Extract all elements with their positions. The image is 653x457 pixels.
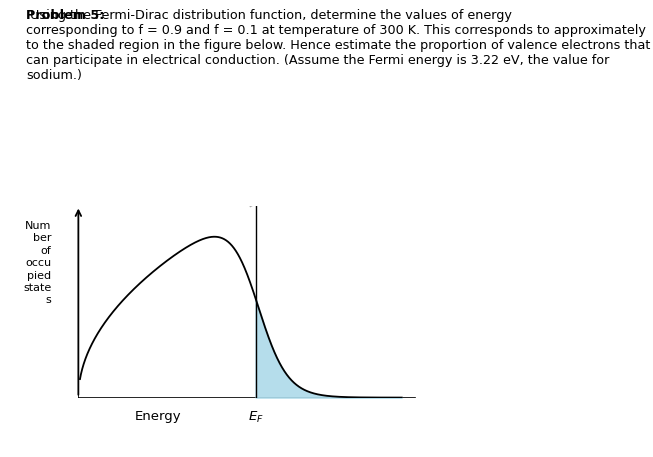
Text: Using the Fermi-Dirac distribution function, determine the values of energy
corr: Using the Fermi-Dirac distribution funct… (26, 9, 650, 82)
Text: Num
ber
of
occu
pied
state
s: Num ber of occu pied state s (23, 221, 51, 305)
Text: Energy: Energy (135, 410, 182, 423)
Text: Problem 5:: Problem 5: (26, 9, 104, 22)
Text: $E_F$: $E_F$ (248, 410, 264, 425)
